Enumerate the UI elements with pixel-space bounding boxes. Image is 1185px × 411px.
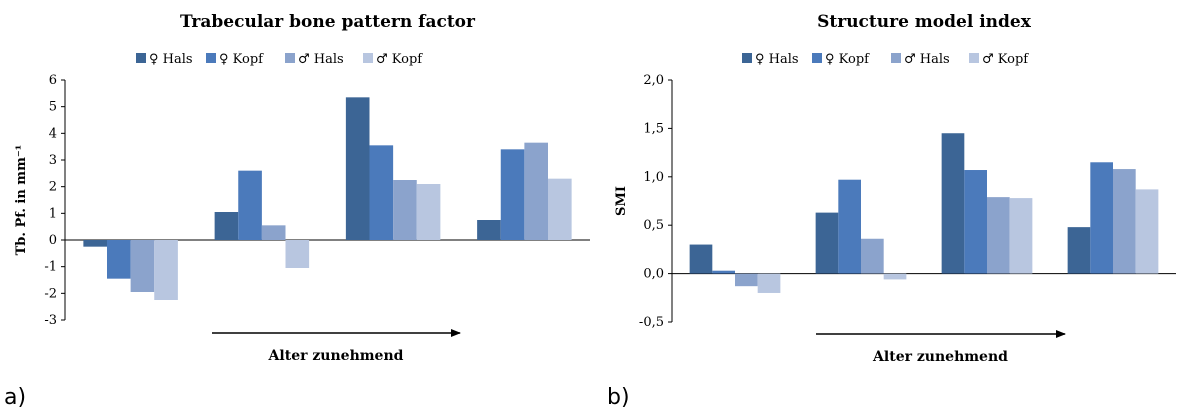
legend-label: ♀ Kopf: [219, 52, 264, 67]
chart-pattern-factor: Trabecular bone pattern factor ♀ Hals ♀ Ko…: [4, 12, 590, 410]
bar: [500, 149, 525, 240]
legend-label: ♂ Kopf: [982, 52, 1029, 67]
y-tick-label: -1: [44, 260, 57, 275]
chart-smi: Structure model index ♀ Hals ♀ Kopf ♂ Hals ♂…: [607, 12, 1176, 410]
y-tick-label: 2: [49, 180, 57, 195]
bar: [757, 273, 781, 293]
bar: [285, 240, 310, 268]
legend-item: ♀ Kopf: [206, 52, 264, 67]
bar: [1113, 169, 1136, 274]
bar: [712, 270, 735, 274]
bar: [416, 184, 441, 240]
panel-label: a): [4, 385, 26, 410]
y-tick-label: 1,0: [643, 170, 664, 185]
y-tick-label: -2: [44, 286, 57, 301]
legend-swatch: [285, 53, 295, 63]
y-tick-label: 1: [49, 206, 57, 221]
bar: [477, 220, 501, 240]
legend-label: ♀ Hals: [149, 52, 193, 67]
legend-swatch: [742, 53, 752, 63]
panel-label: b): [607, 385, 630, 410]
legend-swatch: [891, 53, 901, 63]
legend-item: ♂ Kopf: [969, 52, 1029, 67]
chart-title: Trabecular bone pattern factor: [180, 12, 476, 32]
bar: [83, 240, 107, 247]
legend-label: ♂ Hals: [904, 52, 950, 67]
legend-item: ♂ Hals: [891, 52, 950, 67]
legend-swatch: [969, 53, 979, 63]
bar: [369, 145, 394, 240]
bar: [964, 170, 987, 274]
legend-swatch: [136, 53, 146, 63]
bar: [861, 238, 884, 274]
bar: [107, 240, 131, 279]
legend-label: ♀ Hals: [755, 52, 799, 67]
bar: [815, 212, 839, 274]
y-axis-label: SMI: [614, 186, 629, 216]
bar: [1067, 227, 1091, 274]
legend-item: ♀ Hals: [742, 52, 799, 67]
y-tick-label: 0: [49, 233, 57, 248]
legend-swatch: [206, 53, 216, 63]
x-axis-label: Alter zunehmend: [268, 348, 404, 364]
legend-label: ♂ Hals: [298, 52, 344, 67]
y-tick-label: 6: [49, 73, 57, 88]
bar: [214, 212, 239, 240]
y-tick-label: 0,0: [643, 267, 664, 282]
bar: [941, 133, 965, 274]
y-tick-label: 4: [49, 126, 57, 141]
y-tick-label: 5: [49, 100, 57, 115]
y-tick-label: 3: [49, 153, 57, 168]
legend-swatch: [363, 53, 373, 63]
bar: [345, 97, 370, 240]
bar: [987, 197, 1010, 274]
y-tick-label: 2,0: [643, 73, 664, 88]
bar: [524, 142, 548, 240]
bar: [1090, 162, 1113, 274]
bar: [548, 178, 572, 240]
bar: [735, 273, 758, 287]
bar: [238, 170, 262, 240]
y-tick-label: -3: [44, 313, 57, 328]
bar: [689, 244, 713, 274]
legend-label: ♀ Kopf: [825, 52, 870, 67]
chart-title: Structure model index: [817, 12, 1032, 32]
legend-label: ♂ Kopf: [376, 52, 423, 67]
bar: [261, 225, 286, 240]
y-tick-label: -0,5: [639, 315, 664, 330]
legend-item: ♂ Hals: [285, 52, 344, 67]
legend-item: ♀ Hals: [136, 52, 193, 67]
bar: [154, 240, 178, 300]
bar: [130, 240, 155, 292]
y-axis-label: Tb. Pf. in mm⁻¹: [14, 145, 29, 256]
bar: [1135, 189, 1159, 274]
y-tick-label: 0,5: [643, 218, 664, 233]
bar: [1009, 198, 1033, 274]
legend-item: ♂ Kopf: [363, 52, 423, 67]
bar: [393, 180, 417, 240]
bar: [838, 179, 861, 274]
legend-swatch: [812, 53, 822, 63]
y-tick-label: 1,5: [643, 121, 664, 136]
bar: [883, 273, 907, 280]
x-axis-label: Alter zunehmend: [872, 349, 1008, 365]
legend-item: ♀ Kopf: [812, 52, 870, 67]
